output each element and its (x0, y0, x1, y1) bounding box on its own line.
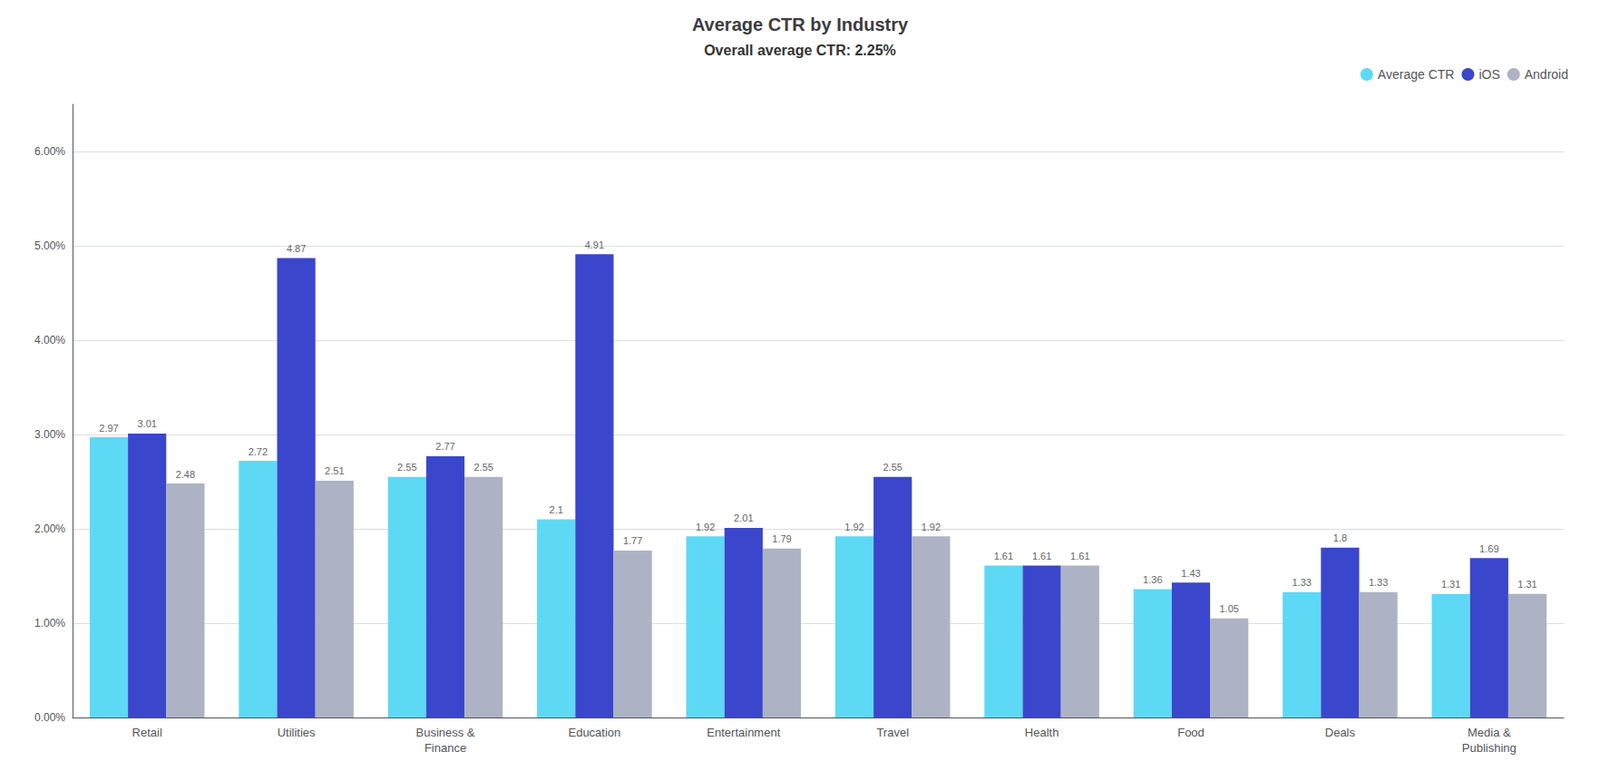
svg-text:Entertainment: Entertainment (706, 725, 781, 740)
svg-text:1.05: 1.05 (1219, 603, 1239, 615)
svg-text:Finance: Finance (424, 741, 467, 755)
svg-text:2.48: 2.48 (175, 468, 196, 480)
svg-text:Business &: Business & (415, 725, 475, 740)
svg-text:1.33: 1.33 (1368, 576, 1388, 588)
svg-text:4.87: 4.87 (286, 243, 306, 254)
svg-text:1.69: 1.69 (1479, 543, 1499, 555)
svg-text:1.31: 1.31 (1441, 578, 1461, 590)
svg-text:1.61: 1.61 (1032, 550, 1052, 562)
svg-text:iOS: iOS (1478, 67, 1500, 82)
svg-text:0.00%: 0.00% (34, 711, 66, 724)
svg-text:1.92: 1.92 (695, 521, 715, 533)
svg-text:2.72: 2.72 (248, 446, 268, 458)
svg-text:1.8: 1.8 (1333, 532, 1347, 544)
svg-text:2.77: 2.77 (435, 440, 455, 452)
svg-text:Average CTR by Industry: Average CTR by Industry (692, 14, 909, 35)
svg-text:1.31: 1.31 (1517, 578, 1537, 590)
svg-text:6.00%: 6.00% (34, 145, 66, 158)
svg-text:1.61: 1.61 (994, 550, 1014, 562)
svg-text:3.01: 3.01 (136, 418, 157, 430)
svg-text:1.92: 1.92 (921, 521, 941, 533)
svg-text:1.43: 1.43 (1180, 567, 1200, 579)
svg-text:2.51: 2.51 (324, 465, 344, 477)
svg-text:Android: Android (1524, 67, 1569, 82)
svg-text:4.00%: 4.00% (34, 333, 66, 347)
svg-text:Overall average CTR: 2.25%: Overall average CTR: 2.25% (703, 42, 897, 59)
svg-text:Publishing: Publishing (1462, 741, 1517, 755)
svg-text:2.55: 2.55 (473, 461, 493, 473)
svg-text:Education: Education (567, 725, 621, 740)
svg-text:2.55: 2.55 (882, 461, 902, 473)
svg-text:1.61: 1.61 (1070, 550, 1090, 562)
svg-text:1.00%: 1.00% (34, 616, 66, 630)
svg-text:Travel: Travel (876, 725, 909, 740)
svg-text:4.91: 4.91 (585, 239, 605, 251)
svg-text:5.00%: 5.00% (34, 239, 66, 253)
svg-text:2.00%: 2.00% (34, 522, 66, 536)
svg-text:1.36: 1.36 (1142, 574, 1162, 586)
svg-text:Food: Food (1177, 725, 1205, 740)
svg-text:Health: Health (1024, 725, 1060, 740)
svg-text:3.00%: 3.00% (34, 428, 66, 441)
svg-text:1.79: 1.79 (771, 533, 791, 545)
svg-text:1.33: 1.33 (1291, 576, 1311, 588)
svg-text:2.01: 2.01 (733, 512, 753, 524)
svg-text:1.77: 1.77 (623, 535, 643, 547)
svg-text:Average CTR: Average CTR (1377, 67, 1455, 82)
svg-text:Utilities: Utilities (277, 725, 316, 740)
svg-text:Media &: Media & (1467, 725, 1512, 740)
svg-text:1.92: 1.92 (844, 521, 864, 533)
svg-text:Deals: Deals (1325, 725, 1357, 740)
svg-text:2.97: 2.97 (98, 422, 118, 434)
svg-text:2.55: 2.55 (397, 461, 417, 473)
svg-text:2.1: 2.1 (549, 504, 564, 516)
svg-text:Retail: Retail (132, 725, 163, 740)
